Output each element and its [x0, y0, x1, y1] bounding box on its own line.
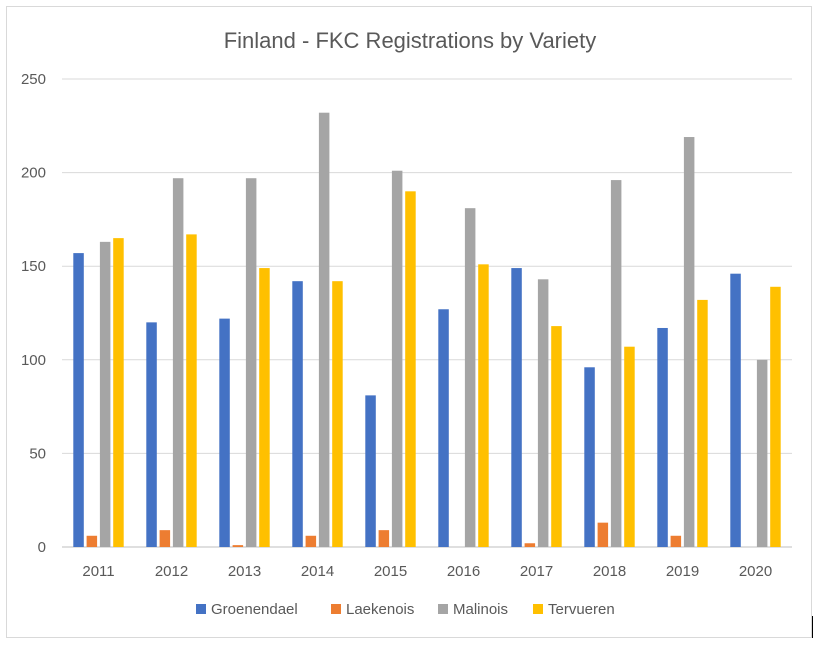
x-tick-label: 2011 [82, 563, 114, 580]
bar-tervueren-2011 [113, 238, 124, 547]
x-tick-label: 2015 [374, 563, 407, 580]
bar-malinois-2019 [683, 137, 695, 547]
legend-swatch-laekenois [331, 604, 341, 614]
legend-swatch-tervueren [533, 604, 543, 614]
bar-groenendael-2015 [365, 395, 376, 547]
legend-swatch-groenendael [196, 604, 206, 614]
bar-tervueren-2018 [624, 346, 635, 547]
bar-laekenois-2017 [524, 543, 536, 547]
bar-tervueren-2016 [478, 264, 489, 547]
x-tick-label: 2016 [447, 563, 480, 580]
y-tick-label: 250 [21, 71, 46, 88]
y-tick-label: 100 [21, 352, 46, 369]
bar-groenendael-2013 [219, 318, 230, 547]
bar-tervueren-2013 [259, 268, 270, 547]
chart-title: Finland - FKC Registrations by Variety [224, 28, 597, 53]
bars [73, 112, 781, 548]
legend: Groenendael Laekenois Malinois Tervueren [196, 601, 615, 618]
x-axis: 2011 2012 2013 2014 2015 2016 2017 2018 2019 2020 [82, 563, 772, 580]
bar-groenendael-2017 [511, 268, 522, 547]
gridlines [62, 78, 792, 548]
y-tick-label: 200 [21, 165, 46, 182]
bar-malinois-2013 [245, 178, 257, 547]
x-tick-label: 2019 [666, 563, 699, 580]
bar-groenendael-2012 [146, 322, 157, 547]
x-tick-label: 2018 [593, 563, 626, 580]
legend-label-tervueren: Tervueren [548, 601, 615, 618]
legend-label-groenendael: Groenendael [211, 601, 298, 618]
y-axis: 0 50 100 150 200 250 [21, 71, 46, 556]
legend-label-laekenois: Laekenois [346, 601, 414, 618]
bar-malinois-2011 [99, 241, 111, 548]
legend-label-malinois: Malinois [453, 601, 508, 618]
y-tick-label: 50 [29, 445, 46, 462]
bar-groenendael-2020 [730, 273, 741, 547]
bar-laekenois-2012 [159, 530, 171, 547]
y-tick-label: 150 [21, 258, 46, 275]
bar-malinois-2012 [172, 178, 184, 547]
bar-laekenois-2018 [597, 522, 609, 547]
x-tick-label: 2020 [739, 563, 772, 580]
bar-groenendael-2011 [73, 253, 84, 547]
y-tick-label: 0 [38, 539, 46, 556]
legend-swatch-malinois [438, 604, 448, 614]
bar-groenendael-2018 [584, 367, 595, 547]
x-tick-label: 2017 [520, 563, 553, 580]
bar-tervueren-2014 [332, 281, 343, 547]
x-tick-label: 2012 [155, 563, 188, 580]
bar-tervueren-2017 [551, 326, 562, 547]
bar-groenendael-2019 [657, 327, 668, 547]
bar-malinois-2014 [318, 112, 330, 547]
bar-groenendael-2014 [292, 281, 303, 547]
bar-laekenois-2015 [378, 530, 390, 547]
bar-malinois-2016 [464, 208, 476, 548]
x-tick-label: 2013 [228, 563, 261, 580]
bar-malinois-2015 [391, 170, 403, 548]
bar-malinois-2020 [756, 359, 768, 547]
bar-malinois-2017 [537, 279, 549, 547]
bar-laekenois-2014 [305, 535, 317, 547]
bar-laekenois-2019 [670, 535, 682, 547]
bar-groenendael-2016 [438, 309, 449, 547]
bar-laekenois-2011 [86, 535, 98, 547]
bar-laekenois-2013 [232, 545, 244, 547]
x-tick-label: 2014 [301, 563, 334, 580]
bar-malinois-2018 [610, 180, 622, 547]
bar-tervueren-2020 [770, 286, 781, 547]
bar-tervueren-2015 [405, 191, 416, 547]
bar-tervueren-2019 [697, 299, 708, 547]
edge-mark [812, 616, 813, 638]
bar-tervueren-2012 [186, 234, 197, 547]
